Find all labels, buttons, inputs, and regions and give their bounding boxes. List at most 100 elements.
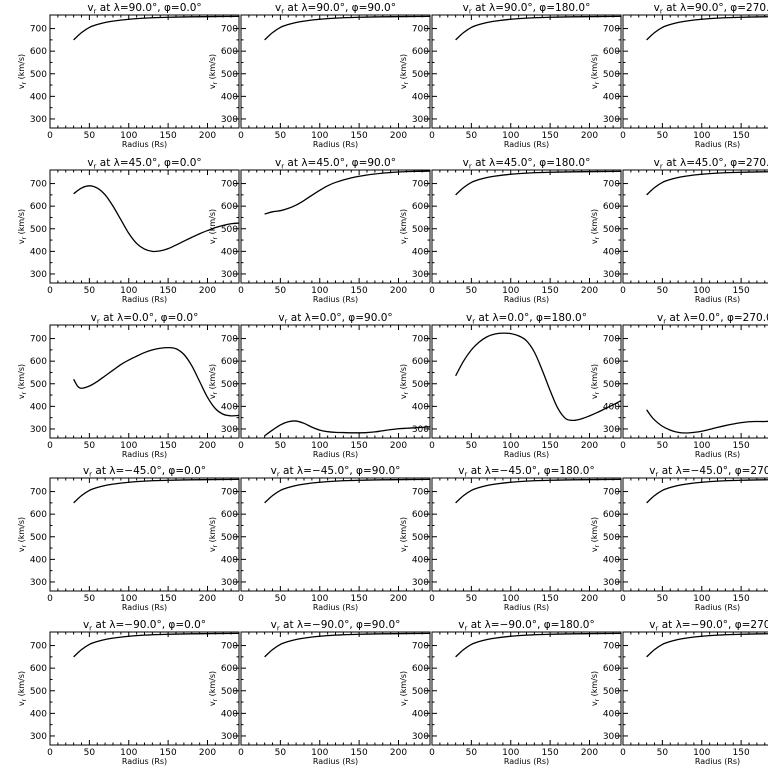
x-tick-label: 200 — [199, 286, 216, 296]
x-tick-label: 100 — [311, 131, 328, 141]
x-tick-label: 100 — [311, 748, 328, 758]
x-tick-label: 0 — [620, 748, 626, 758]
x-tick-label: 150 — [733, 748, 750, 758]
y-tick-label: 600 — [603, 664, 620, 674]
panel: 0 50 100 150 200 300 400 500 600 700 vr at λ=−90.0… — [399, 619, 622, 766]
panel: 0 50 100 150 200 300 400 500 600 700 vr at λ=90.0°… — [17, 2, 240, 149]
plot-frame — [622, 169, 768, 284]
y-tick-label: 400 — [30, 402, 47, 412]
y-tick-label: 300 — [412, 270, 429, 280]
x-tick-label: 100 — [693, 748, 710, 758]
x-tick-label: 150 — [733, 594, 750, 604]
x-tick-label: 0 — [238, 131, 244, 141]
x-tick-label: 50 — [84, 441, 96, 451]
y-tick-label: 300 — [412, 578, 429, 588]
y-tick-label: 700 — [412, 180, 429, 190]
x-axis-label: Radius (Rs) — [695, 295, 740, 304]
x-tick-label: 200 — [390, 441, 407, 451]
y-tick-label: 400 — [412, 247, 429, 257]
x-axis-label: Radius (Rs) — [695, 757, 740, 766]
y-tick-label: 400 — [603, 555, 620, 565]
x-tick-label: 100 — [502, 748, 519, 758]
y-tick-label: 500 — [412, 225, 429, 235]
x-tick-label: 100 — [502, 131, 519, 141]
y-tick-label: 300 — [30, 115, 47, 125]
x-tick-label: 200 — [199, 594, 216, 604]
panel: 0 50 100 150 200 300 400 500 600 700 vr at λ=45.0°… — [399, 157, 622, 304]
y-axis-label: vr (km/s) — [17, 517, 28, 552]
panel: 0 50 100 150 200 300 400 500 600 700 vr at λ=0.0°,… — [17, 312, 240, 459]
y-axis-label: vr (km/s) — [590, 364, 601, 399]
x-tick-label: 200 — [199, 131, 216, 141]
x-tick-label: 150 — [351, 441, 368, 451]
plot-frame — [622, 477, 768, 592]
x-tick-label: 0 — [429, 748, 435, 758]
y-tick-label: 500 — [603, 533, 620, 543]
x-tick-label: 100 — [120, 748, 137, 758]
x-tick-label: 0 — [429, 441, 435, 451]
y-tick-label: 700 — [603, 488, 620, 498]
y-tick-label: 700 — [30, 25, 47, 35]
y-tick-label: 400 — [412, 555, 429, 565]
x-tick-label: 0 — [47, 748, 53, 758]
x-tick-label: 100 — [502, 441, 519, 451]
x-tick-label: 0 — [238, 286, 244, 296]
y-axis-label: vr (km/s) — [17, 54, 28, 89]
y-tick-label: 400 — [221, 247, 238, 257]
x-tick-label: 50 — [275, 748, 287, 758]
y-tick-label: 500 — [603, 380, 620, 390]
y-tick-label: 600 — [221, 357, 238, 367]
y-axis-label: vr (km/s) — [208, 517, 219, 552]
y-tick-label: 700 — [603, 180, 620, 190]
y-tick-label: 600 — [30, 357, 47, 367]
y-tick-label: 400 — [412, 709, 429, 719]
x-tick-label: 150 — [160, 286, 177, 296]
plot-frame — [622, 631, 768, 746]
y-tick-label: 300 — [30, 425, 47, 435]
y-tick-label: 600 — [412, 202, 429, 212]
x-axis-label: Radius (Rs) — [122, 140, 167, 149]
panel-title: vr at λ=45.0°, φ=90.0° — [275, 157, 396, 171]
x-tick-label: 50 — [657, 441, 669, 451]
y-tick-label: 700 — [603, 335, 620, 345]
x-tick-label: 150 — [542, 594, 559, 604]
x-tick-label: 50 — [657, 748, 669, 758]
x-tick-label: 50 — [466, 748, 478, 758]
panel-title: vr at λ=−90.0°, φ=90.0° — [271, 619, 401, 633]
y-tick-label: 700 — [30, 642, 47, 652]
x-tick-label: 200 — [581, 441, 598, 451]
y-axis-label: vr (km/s) — [208, 364, 219, 399]
panel-title: vr at λ=−45.0°, φ=90.0° — [271, 465, 401, 479]
y-tick-label: 300 — [221, 425, 238, 435]
y-axis-label: vr (km/s) — [399, 517, 410, 552]
y-tick-label: 500 — [603, 70, 620, 80]
y-tick-label: 500 — [221, 70, 238, 80]
y-tick-label: 600 — [603, 202, 620, 212]
x-tick-label: 0 — [238, 594, 244, 604]
y-axis-label: vr (km/s) — [399, 364, 410, 399]
x-tick-label: 150 — [733, 441, 750, 451]
series-line — [455, 332, 622, 422]
x-axis-label: Radius (Rs) — [504, 295, 549, 304]
panel-title: vr at λ=−45.0°, φ=180.0° — [458, 465, 594, 479]
y-tick-label: 300 — [603, 270, 620, 280]
y-tick-label: 300 — [412, 425, 429, 435]
x-tick-label: 50 — [84, 286, 96, 296]
panel: 0 50 100 150 200 300 400 500 600 700 vr at λ=−90.0… — [17, 619, 240, 766]
x-tick-label: 150 — [733, 286, 750, 296]
panel-title: vr at λ=90.0°, φ=270.0° — [654, 2, 768, 16]
x-tick-label: 0 — [620, 286, 626, 296]
x-tick-label: 50 — [466, 594, 478, 604]
x-tick-label: 200 — [390, 131, 407, 141]
x-axis-label: Radius (Rs) — [122, 603, 167, 612]
x-tick-label: 0 — [429, 131, 435, 141]
panel-title: vr at λ=0.0°, φ=270.0° — [657, 312, 768, 326]
x-tick-label: 150 — [733, 131, 750, 141]
y-tick-label: 300 — [221, 578, 238, 588]
series-line — [646, 171, 768, 196]
y-tick-label: 700 — [603, 642, 620, 652]
series-line — [264, 170, 431, 215]
y-tick-label: 300 — [30, 578, 47, 588]
series-line — [646, 479, 768, 504]
y-tick-label: 500 — [30, 533, 47, 543]
